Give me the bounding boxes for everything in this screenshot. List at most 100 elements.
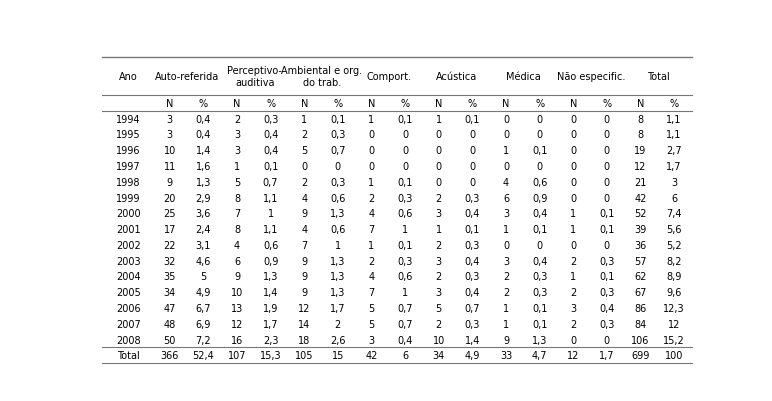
Text: 48: 48: [164, 319, 176, 329]
Text: 3: 3: [435, 288, 442, 298]
Text: 12,3: 12,3: [663, 303, 685, 313]
Text: 0: 0: [571, 193, 577, 203]
Text: 17: 17: [164, 225, 176, 235]
Text: 34: 34: [432, 350, 445, 360]
Text: 106: 106: [631, 335, 650, 345]
Text: %: %: [535, 99, 544, 109]
Text: N: N: [503, 99, 510, 109]
Text: 5: 5: [435, 303, 442, 313]
Text: 1,7: 1,7: [262, 319, 279, 329]
Text: 0: 0: [571, 240, 577, 250]
Text: 5,2: 5,2: [666, 240, 682, 250]
Text: 0: 0: [402, 130, 408, 140]
Text: 6: 6: [234, 256, 240, 266]
Text: 9: 9: [503, 335, 509, 345]
Text: 0,1: 0,1: [398, 177, 413, 187]
Text: 2: 2: [335, 319, 341, 329]
Text: 0,1: 0,1: [263, 162, 278, 172]
Text: %: %: [401, 99, 410, 109]
Text: 4,9: 4,9: [465, 350, 480, 360]
Text: 366: 366: [161, 350, 179, 360]
Text: 3: 3: [234, 130, 240, 140]
Text: 0: 0: [604, 146, 610, 156]
Text: 2008: 2008: [116, 335, 141, 345]
Text: 0: 0: [469, 177, 476, 187]
Text: 0,1: 0,1: [532, 303, 547, 313]
Text: 1998: 1998: [116, 177, 141, 187]
Text: 2: 2: [570, 256, 577, 266]
Text: 0,3: 0,3: [599, 288, 615, 298]
Text: 18: 18: [298, 335, 310, 345]
Text: 0,4: 0,4: [599, 303, 615, 313]
Text: 1: 1: [402, 288, 408, 298]
Text: 0: 0: [503, 130, 509, 140]
Text: 2,3: 2,3: [262, 335, 279, 345]
Text: 1,3: 1,3: [195, 177, 211, 187]
Text: 2: 2: [234, 114, 240, 124]
Text: 5: 5: [368, 319, 374, 329]
Text: 0,4: 0,4: [195, 114, 211, 124]
Text: N: N: [367, 99, 375, 109]
Text: 3: 3: [503, 256, 509, 266]
Text: 9,6: 9,6: [666, 288, 682, 298]
Text: 2006: 2006: [116, 303, 141, 313]
Text: 6: 6: [402, 350, 408, 360]
Text: 1: 1: [335, 240, 341, 250]
Text: 2: 2: [368, 256, 374, 266]
Text: 7: 7: [301, 240, 307, 250]
Text: 1,3: 1,3: [330, 209, 346, 219]
Text: 22: 22: [164, 240, 176, 250]
Text: Auto-referida: Auto-referida: [155, 72, 219, 82]
Text: 0,9: 0,9: [532, 193, 547, 203]
Text: 1: 1: [368, 240, 374, 250]
Text: 11: 11: [164, 162, 176, 172]
Text: 9: 9: [301, 209, 307, 219]
Text: 2,7: 2,7: [666, 146, 682, 156]
Text: 8: 8: [234, 193, 240, 203]
Text: 0: 0: [469, 146, 476, 156]
Text: 6,9: 6,9: [195, 319, 211, 329]
Text: 10: 10: [164, 146, 176, 156]
Text: 47: 47: [164, 303, 176, 313]
Text: 0,1: 0,1: [330, 114, 346, 124]
Text: 1,4: 1,4: [195, 146, 211, 156]
Text: %: %: [266, 99, 275, 109]
Text: 0: 0: [503, 240, 509, 250]
Text: 2000: 2000: [116, 209, 141, 219]
Text: 2: 2: [435, 193, 442, 203]
Text: 0: 0: [604, 193, 610, 203]
Text: 1,3: 1,3: [532, 335, 547, 345]
Text: 3: 3: [671, 177, 677, 187]
Text: 1: 1: [571, 272, 577, 282]
Text: 36: 36: [635, 240, 647, 250]
Text: 0: 0: [571, 162, 577, 172]
Text: 0,7: 0,7: [262, 177, 279, 187]
Text: 1,1: 1,1: [666, 130, 682, 140]
Text: 0: 0: [537, 240, 543, 250]
Text: N: N: [637, 99, 644, 109]
Text: 57: 57: [635, 256, 647, 266]
Text: 15: 15: [332, 350, 344, 360]
Text: 5: 5: [200, 272, 206, 282]
Text: 12: 12: [567, 350, 580, 360]
Text: Perceptivo-
auditiva: Perceptivo- auditiva: [227, 66, 282, 87]
Text: 0,3: 0,3: [532, 272, 547, 282]
Text: 0,3: 0,3: [330, 177, 346, 187]
Text: %: %: [669, 99, 679, 109]
Text: 2: 2: [570, 288, 577, 298]
Text: %: %: [602, 99, 611, 109]
Text: 0: 0: [571, 114, 577, 124]
Text: 3: 3: [368, 335, 374, 345]
Text: 0: 0: [469, 130, 476, 140]
Text: 1,1: 1,1: [263, 225, 278, 235]
Text: 0: 0: [571, 130, 577, 140]
Text: Total: Total: [647, 72, 669, 82]
Text: 2: 2: [301, 177, 307, 187]
Text: 0: 0: [537, 114, 543, 124]
Text: 0,1: 0,1: [532, 225, 547, 235]
Text: 1995: 1995: [116, 130, 141, 140]
Text: 33: 33: [499, 350, 512, 360]
Text: %: %: [468, 99, 477, 109]
Text: 19: 19: [635, 146, 647, 156]
Text: 0,1: 0,1: [532, 146, 547, 156]
